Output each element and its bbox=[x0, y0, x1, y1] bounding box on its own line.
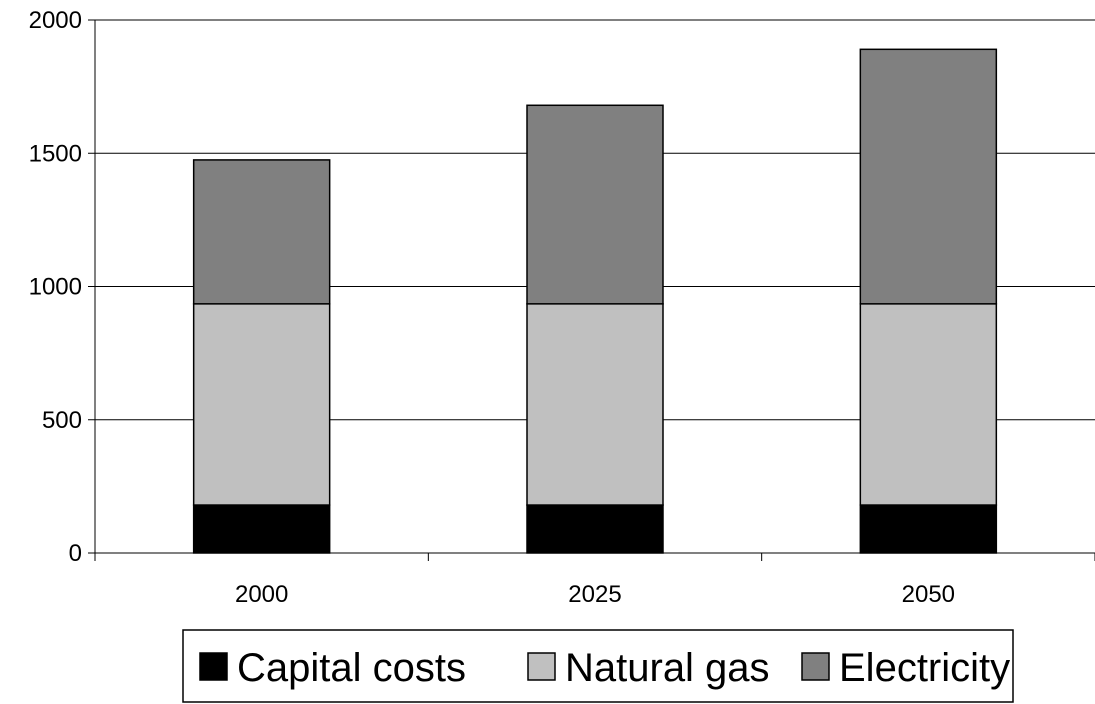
legend-swatch-capital-costs bbox=[199, 652, 228, 681]
bar-capital-costs-2000 bbox=[192, 504, 331, 554]
x-tick-label-2000: 2000 bbox=[235, 581, 288, 608]
bar-electricity-2025 bbox=[526, 104, 664, 305]
bar-natural-gas-2050 bbox=[859, 303, 998, 506]
bar-electricity-2000 bbox=[192, 159, 331, 305]
legend-frame bbox=[182, 629, 1014, 703]
x-tick-label-2050: 2050 bbox=[902, 581, 955, 608]
bar-electricity-2050 bbox=[859, 48, 998, 305]
y-tick-label-1500: 1500 bbox=[29, 140, 82, 167]
legend-swatch-electricity bbox=[801, 652, 830, 681]
legend-label-capital-costs: Capital costs bbox=[237, 646, 466, 690]
bar-capital-costs-2050 bbox=[859, 504, 998, 554]
axes bbox=[88, 19, 1095, 561]
bar-natural-gas-2025 bbox=[526, 303, 664, 506]
x-tick-label-2025: 2025 bbox=[568, 581, 621, 608]
y-tick-label-0: 0 bbox=[69, 540, 82, 567]
bars bbox=[192, 48, 998, 554]
y-tick-label-1000: 1000 bbox=[29, 274, 82, 301]
legend-label-natural-gas: Natural gas bbox=[565, 646, 770, 690]
bar-capital-costs-2025 bbox=[526, 504, 664, 554]
y-tick-label-500: 500 bbox=[42, 407, 82, 434]
bar-natural-gas-2000 bbox=[192, 303, 331, 506]
legend-swatch-natural-gas bbox=[527, 652, 556, 681]
y-tick-label-2000: 2000 bbox=[29, 7, 82, 34]
tick-labels: 2000 2025 2050 0 500 1000 1500 2000 bbox=[29, 7, 955, 608]
legend-label-electricity: Electricity bbox=[839, 646, 1010, 690]
legend: Capital costs Natural gas Electricity bbox=[182, 629, 1014, 703]
